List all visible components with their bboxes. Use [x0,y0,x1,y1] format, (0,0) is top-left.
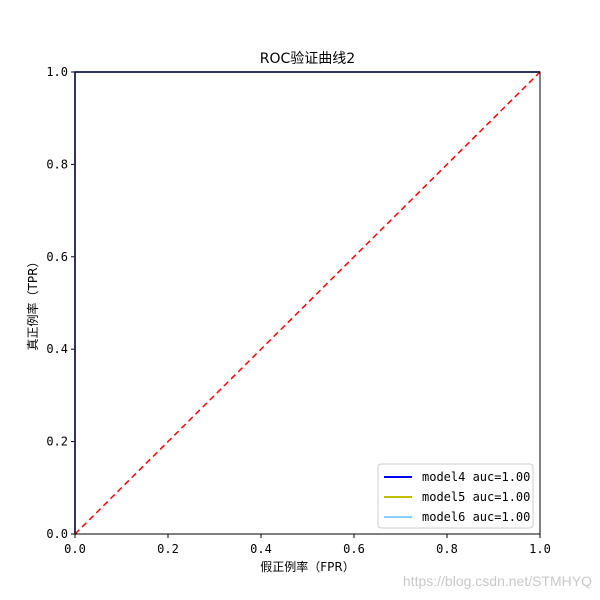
legend-label-model5: model5 auc=1.00 [422,490,530,504]
y-tick-label: 0.0 [46,527,68,541]
x-tick-label: 0.2 [157,542,179,556]
legend-box [377,463,534,529]
plot-area: 0.0 0.2 0.4 0.6 0.8 1.0 0.0 0.2 0.4 0.6 0.8 1.0 [46,65,551,556]
legend-label-model6: model6 auc=1.00 [422,510,530,524]
x-tick-label: 0.6 [343,542,365,556]
plot-background [75,72,540,534]
y-tick-label: 0.4 [46,342,68,356]
watermark-text: https://blog.csdn.net/STMHYQ [403,573,592,589]
x-axis-ticks: 0.0 0.2 0.4 0.6 0.8 1.0 [64,534,551,556]
x-tick-label: 0.8 [436,542,458,556]
x-axis-label: 假正例率（FPR） [260,559,354,574]
y-tick-label: 0.6 [46,250,68,264]
plot-frame [74,71,541,535]
legend-label-model4: model4 auc=1.00 [422,470,530,484]
x-tick-label: 0.0 [64,542,86,556]
y-tick-label: 1.0 [46,65,68,79]
y-tick-label: 0.2 [46,435,68,449]
y-axis-label: 真正例率（TPR） [25,256,40,351]
y-tick-label: 0.8 [46,157,68,171]
x-tick-label: 1.0 [529,542,551,556]
legend: model4 auc=1.00 model5 auc=1.00 model6 auc… [377,463,534,529]
x-tick-label: 0.4 [250,542,272,556]
chart-title: ROC验证曲线2 [260,51,355,67]
